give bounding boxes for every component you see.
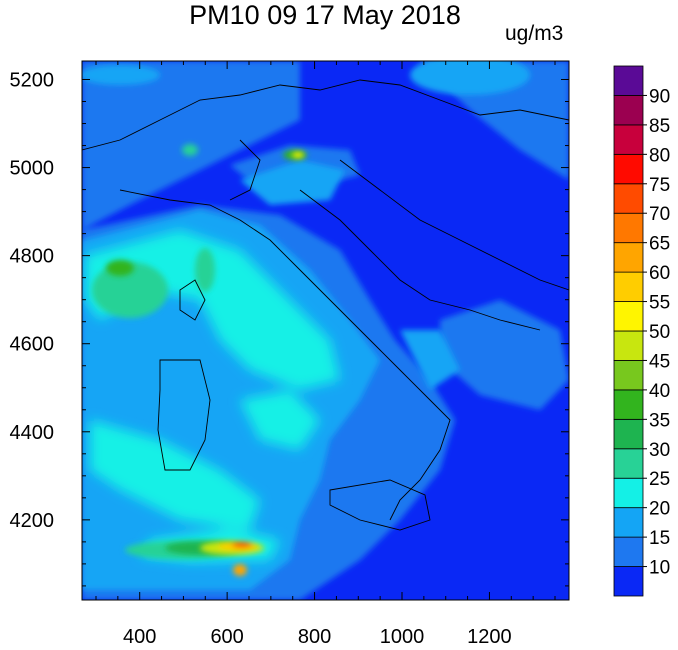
colorbar-label: 55 xyxy=(649,293,670,314)
y-tick-label: 4400 xyxy=(10,422,55,444)
colorbar-label: 40 xyxy=(649,381,670,402)
colorbar-swatch xyxy=(613,124,644,155)
colorbar-swatch xyxy=(613,477,644,509)
colorbar-label: 60 xyxy=(649,263,670,284)
coastlines xyxy=(82,79,569,531)
colorbar-label: 50 xyxy=(649,322,670,343)
colorbar-swatch xyxy=(613,301,644,332)
colorbar: 10 15 20 25 30 35 40 45 50 55 60 65 70 75 80 85 90 xyxy=(613,65,670,597)
colorbar-swatch xyxy=(613,95,644,126)
colorbar-swatch xyxy=(613,566,644,597)
colorbar-swatch xyxy=(613,418,644,450)
chart-title: PM10 09 17 May 2018 xyxy=(189,0,461,30)
colorbar-swatch xyxy=(613,183,644,214)
hotspot xyxy=(200,152,304,576)
x-tick-label: 400 xyxy=(123,626,156,648)
colorbar-swatch xyxy=(613,448,644,479)
colorbar-swatch xyxy=(613,360,644,391)
colorbar-label: 15 xyxy=(649,528,670,549)
colorbar-swatch xyxy=(613,153,644,185)
colorbar-label: 70 xyxy=(649,204,670,225)
x-tick-label: 1200 xyxy=(467,626,512,648)
concentration-field xyxy=(82,61,569,600)
colorbar-label: 25 xyxy=(649,469,670,490)
y-tick-label: 4200 xyxy=(10,510,55,532)
y-tick-label: 4600 xyxy=(10,334,55,356)
colorbar-label: 30 xyxy=(649,440,670,461)
units-label: ug/m3 xyxy=(505,22,564,45)
colorbar-swatch xyxy=(613,65,644,96)
colorbar-swatch xyxy=(613,242,644,273)
colorbar-label: 10 xyxy=(649,558,670,579)
colorbar-label: 35 xyxy=(649,410,670,431)
y-tick-label: 5000 xyxy=(10,158,55,180)
axes: 400 600 800 1000 1200 4200 4400 4600 4800 5000 520… xyxy=(10,61,569,648)
x-tick-label: 1000 xyxy=(380,626,425,648)
colorbar-label: 20 xyxy=(649,499,670,520)
colorbar-label: 65 xyxy=(649,234,670,255)
colorbar-label: 85 xyxy=(649,116,670,137)
colorbar-label: 45 xyxy=(649,351,670,372)
colorbar-label: 80 xyxy=(649,145,670,166)
y-tick-label: 5200 xyxy=(10,69,55,91)
colorbar-label: 75 xyxy=(649,175,670,196)
colorbar-swatch xyxy=(613,389,644,420)
x-tick-label: 800 xyxy=(298,626,331,648)
colorbar-swatch xyxy=(613,507,644,538)
y-tick-label: 4800 xyxy=(10,246,55,268)
colorbar-swatch xyxy=(613,330,644,361)
colorbar-label: 90 xyxy=(649,86,670,107)
colorbar-swatch xyxy=(613,536,644,567)
x-tick-label: 600 xyxy=(210,626,243,648)
plot-frame xyxy=(81,60,570,601)
colorbar-swatch xyxy=(613,212,644,244)
colorbar-swatch xyxy=(613,271,644,302)
